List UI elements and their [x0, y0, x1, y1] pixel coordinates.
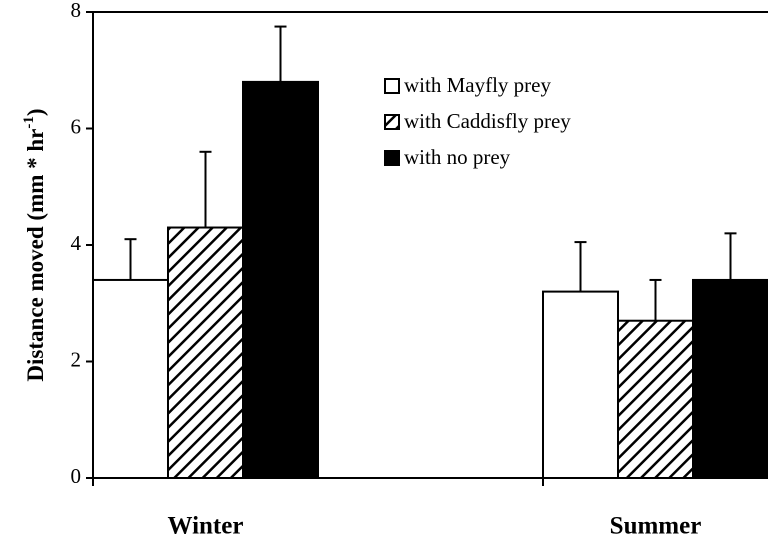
y-axis-label: Distance moved (mm * hr-1)	[21, 108, 48, 381]
legend-swatch	[384, 150, 400, 166]
legend-label: with Caddisfly prey	[404, 109, 571, 133]
x-tick-label: Summer	[610, 513, 702, 540]
legend-swatch	[384, 78, 400, 94]
bar	[92, 278, 169, 480]
x-tick-label: Winter	[168, 513, 244, 540]
y-tick-label: 6	[71, 114, 82, 138]
bar	[167, 226, 244, 479]
bar	[692, 278, 768, 480]
bar	[617, 319, 694, 479]
y-tick-label: 2	[71, 347, 82, 371]
y-tick-label: 4	[71, 231, 82, 255]
bar	[542, 290, 619, 479]
y-tick-label: 0	[71, 464, 82, 488]
bar	[242, 80, 319, 480]
legend-swatch	[384, 114, 400, 130]
legend-label: with no prey	[404, 145, 511, 169]
y-tick-label: 8	[71, 0, 82, 22]
legend-label: with Mayfly prey	[404, 73, 551, 97]
